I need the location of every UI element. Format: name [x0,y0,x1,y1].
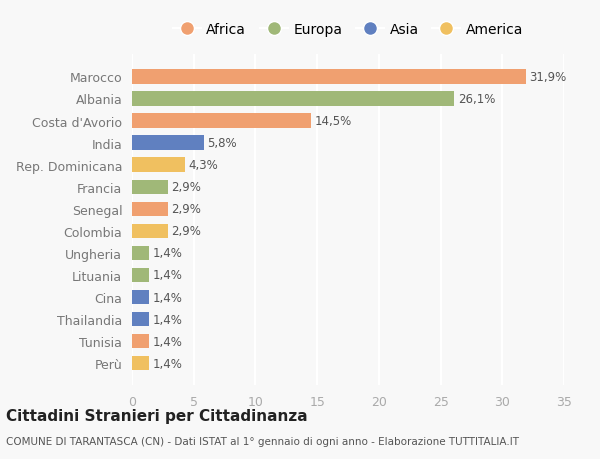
Bar [132,180,168,195]
Text: 1,4%: 1,4% [153,357,183,370]
Text: 1,4%: 1,4% [153,269,183,282]
Bar [132,246,149,261]
Text: 1,4%: 1,4% [153,313,183,326]
Text: 31,9%: 31,9% [529,71,566,84]
Text: 2,9%: 2,9% [172,225,202,238]
Text: COMUNE DI TARANTASCA (CN) - Dati ISTAT al 1° gennaio di ogni anno - Elaborazione: COMUNE DI TARANTASCA (CN) - Dati ISTAT a… [6,437,519,446]
Bar [132,202,168,217]
Text: 1,4%: 1,4% [153,247,183,260]
Bar [132,114,311,129]
Bar [132,356,149,370]
Bar [132,312,149,326]
Bar [132,136,203,151]
Text: 2,9%: 2,9% [172,203,202,216]
Text: 5,8%: 5,8% [207,137,237,150]
Text: Cittadini Stranieri per Cittadinanza: Cittadini Stranieri per Cittadinanza [6,408,308,423]
Text: 26,1%: 26,1% [458,93,495,106]
Bar [132,158,185,173]
Text: 1,4%: 1,4% [153,335,183,348]
Bar [132,268,149,282]
Bar [132,334,149,348]
Text: 14,5%: 14,5% [314,115,352,128]
Text: 1,4%: 1,4% [153,291,183,304]
Text: 2,9%: 2,9% [172,181,202,194]
Text: 4,3%: 4,3% [189,159,218,172]
Legend: Africa, Europa, Asia, America: Africa, Europa, Asia, America [169,19,527,41]
Bar [132,70,526,84]
Bar [132,290,149,304]
Bar [132,92,454,106]
Bar [132,224,168,239]
